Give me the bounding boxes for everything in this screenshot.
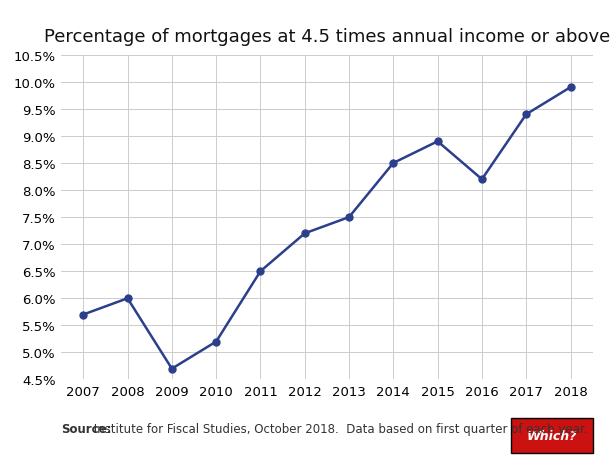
Text: Which?: Which? [527,429,577,442]
Text: Institute for Fiscal Studies, October 2018.  Data based on first quarter of each: Institute for Fiscal Studies, October 20… [90,422,588,435]
Title: Percentage of mortgages at 4.5 times annual income or above: Percentage of mortgages at 4.5 times ann… [44,28,610,46]
FancyBboxPatch shape [511,418,593,453]
Text: Source:: Source: [61,422,112,435]
